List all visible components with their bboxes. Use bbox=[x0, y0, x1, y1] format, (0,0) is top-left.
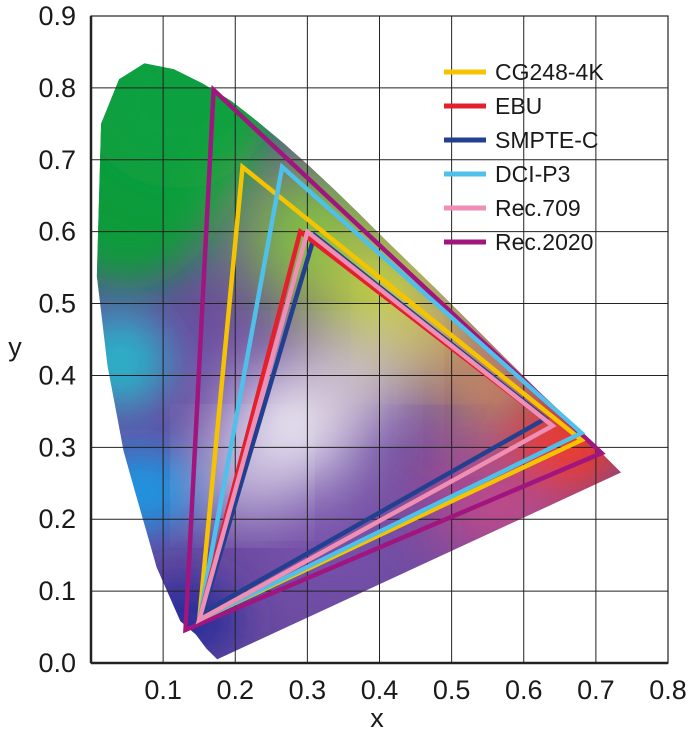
y-tick-label: 0.2 bbox=[38, 504, 76, 534]
x-tick-label: 0.4 bbox=[361, 675, 399, 705]
x-tick-label: 0.5 bbox=[433, 675, 471, 705]
legend-label: DCI-P3 bbox=[495, 161, 570, 187]
legend-label: Rec.709 bbox=[495, 195, 581, 221]
y-tick-label: 0.6 bbox=[38, 217, 76, 247]
gamut-triangle-rec-709 bbox=[195, 227, 557, 625]
x-tick-label: 0.7 bbox=[577, 675, 615, 705]
x-tick-label: 0.8 bbox=[649, 675, 687, 705]
y-tick-label: 0.9 bbox=[38, 1, 76, 31]
gamut-triangle-rec-2020 bbox=[183, 85, 606, 634]
y-tick-label: 0.5 bbox=[38, 289, 76, 319]
x-tick-label: 0.1 bbox=[144, 675, 182, 705]
x-tick-label: 0.2 bbox=[216, 675, 254, 705]
y-tick-label: 0.0 bbox=[38, 648, 76, 678]
legend: CG248-4K EBU SMPTE-C DCI-P3 Rec.709 Rec.2020 bbox=[444, 59, 604, 255]
y-axis-label: y bbox=[8, 332, 22, 362]
y-tick-label: 0.1 bbox=[38, 576, 76, 606]
gamut-triangle-cg248-4k bbox=[196, 162, 586, 624]
gamut-triangle-dci-p3 bbox=[196, 162, 586, 624]
legend-label: EBU bbox=[495, 93, 542, 119]
x-axis-label: x bbox=[370, 703, 384, 733]
legend-label: Rec.2020 bbox=[495, 229, 593, 255]
y-tick-label: 0.7 bbox=[38, 145, 76, 175]
y-tick-label: 0.4 bbox=[38, 360, 76, 390]
tick-labels: 0.1 0.2 0.3 0.4 0.5 0.6 0.7 0.8 0.0 0.1 0.2 0.3 0.4 0… bbox=[38, 1, 686, 705]
y-tick-label: 0.8 bbox=[38, 73, 76, 103]
legend-label: CG248-4K bbox=[495, 59, 604, 85]
y-tick-label: 0.3 bbox=[38, 432, 76, 462]
x-tick-label: 0.3 bbox=[289, 675, 327, 705]
x-tick-label: 0.6 bbox=[505, 675, 543, 705]
axes bbox=[89, 15, 669, 665]
gamut-triangles bbox=[183, 85, 606, 634]
legend-label: SMPTE-C bbox=[495, 127, 599, 153]
